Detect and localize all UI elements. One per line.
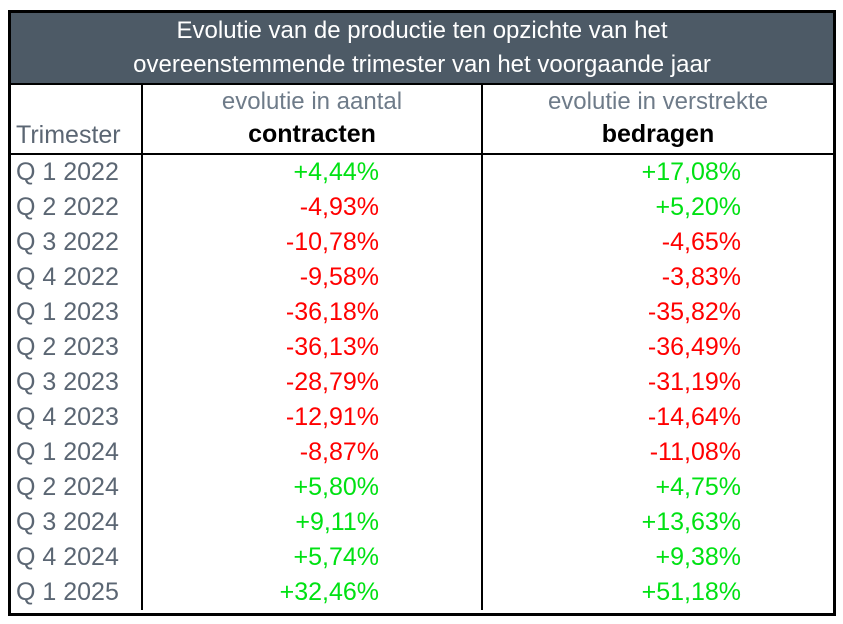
- contracten-cell: -36,18%: [143, 295, 483, 330]
- trimester-cell: Q 2 2024: [11, 470, 143, 505]
- trimester-column-header: Trimester: [11, 85, 143, 153]
- table-row: Q 1 2025 +32,46% +51,18%: [11, 575, 833, 610]
- table-row: Q 2 2023 -36,13% -36,49%: [11, 330, 833, 365]
- bedragen-cell: +13,63%: [641, 508, 741, 536]
- contracten-column-header: evolutie in aantal contracten: [143, 85, 483, 153]
- trimester-cell: Q 1 2022: [11, 155, 143, 190]
- contracten-cell: +4,44%: [143, 155, 483, 190]
- table-title-line1: Evolutie van de productie ten opzichte v…: [176, 17, 668, 44]
- table-row: Q 4 2023 -12,91% -14,64%: [11, 400, 833, 435]
- contracten-cell: +32,46%: [143, 575, 483, 610]
- table-row: Q 2 2022 -4,93% +5,20%: [11, 190, 833, 225]
- bedragen-cell: -4,65%: [661, 228, 741, 256]
- bedragen-cell: -3,83%: [661, 263, 741, 291]
- trimester-cell: Q 3 2024: [11, 505, 143, 540]
- trimester-cell: Q 2 2022: [11, 190, 143, 225]
- table-row: Q 1 2022 +4,44% +17,08%: [11, 155, 833, 190]
- table-row: Q 2 2024 +5,80% +4,75%: [11, 470, 833, 505]
- bedragen-column-header: evolutie in verstrekte bedragen: [483, 85, 833, 153]
- contracten-cell: -10,78%: [143, 225, 483, 260]
- trimester-cell: Q 1 2025: [11, 575, 143, 610]
- bedragen-cell: +51,18%: [641, 578, 741, 606]
- table-body: Q 1 2022 +4,44% +17,08% Q 2 2022 -4,93% …: [11, 155, 833, 610]
- bedragen-cell: -36,49%: [647, 333, 741, 361]
- header-row: Trimester evolutie in aantal contracten …: [11, 85, 833, 155]
- bedragen-cell: +5,20%: [655, 193, 742, 221]
- trimester-cell: Q 3 2022: [11, 225, 143, 260]
- contracten-cell: +9,11%: [143, 505, 483, 540]
- contracten-cell: +5,74%: [143, 540, 483, 575]
- bedragen-cell: -11,08%: [649, 438, 741, 466]
- trimester-cell: Q 1 2024: [11, 435, 143, 470]
- bedragen-cell: -31,19%: [647, 368, 741, 396]
- bedragen-cell: +17,08%: [641, 158, 741, 186]
- bedragen-cell: -35,82%: [647, 298, 741, 326]
- contracten-cell: -28,79%: [143, 365, 483, 400]
- contracten-cell: -9,58%: [143, 260, 483, 295]
- trimester-cell: Q 1 2023: [11, 295, 143, 330]
- trimester-cell: Q 4 2023: [11, 400, 143, 435]
- evolution-table: Evolutie van de productie ten opzichte v…: [8, 10, 836, 616]
- table-row: Q 1 2024 -8,87% -11,08%: [11, 435, 833, 470]
- contracten-header-bottom: contracten: [248, 120, 376, 148]
- table-row: Q 4 2022 -9,58% -3,83%: [11, 260, 833, 295]
- table-row: Q 4 2024 +5,74% +9,38%: [11, 540, 833, 575]
- trimester-cell: Q 4 2024: [11, 540, 143, 575]
- contracten-header-top: evolutie in aantal: [221, 88, 403, 115]
- table-title: Evolutie van de productie ten opzichte v…: [11, 13, 833, 85]
- contracten-cell: -4,93%: [143, 190, 483, 225]
- bedragen-cell: -14,64%: [647, 403, 741, 431]
- contracten-cell: -12,91%: [143, 400, 483, 435]
- contracten-cell: -36,13%: [143, 330, 483, 365]
- contracten-cell: +5,80%: [143, 470, 483, 505]
- contracten-cell: -8,87%: [143, 435, 483, 470]
- bedragen-header-top: evolutie in verstrekte: [547, 88, 769, 115]
- trimester-cell: Q 3 2023: [11, 365, 143, 400]
- bedragen-cell: +4,75%: [655, 473, 742, 501]
- bedragen-header-bottom: bedragen: [601, 120, 715, 148]
- table-row: Q 3 2023 -28,79% -31,19%: [11, 365, 833, 400]
- trimester-cell: Q 4 2022: [11, 260, 143, 295]
- table-title-line2: overeenstemmende trimester van het voorg…: [133, 51, 711, 78]
- bedragen-cell: +9,38%: [655, 543, 742, 571]
- trimester-cell: Q 2 2023: [11, 330, 143, 365]
- table-row: Q 3 2022 -10,78% -4,65%: [11, 225, 833, 260]
- table-row: Q 1 2023 -36,18% -35,82%: [11, 295, 833, 330]
- table-row: Q 3 2024 +9,11% +13,63%: [11, 505, 833, 540]
